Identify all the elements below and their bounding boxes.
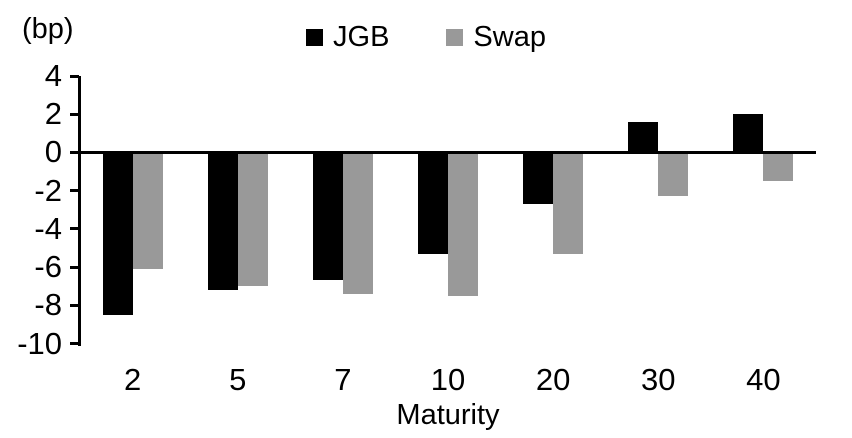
- legend-item-swap: Swap: [446, 21, 546, 53]
- x-category-label: 5: [229, 362, 247, 397]
- y-tick: [70, 150, 79, 154]
- y-tick: [70, 74, 79, 78]
- x-category-label: 20: [535, 362, 571, 397]
- x-category-label: 10: [430, 362, 466, 397]
- bar-jgb-7: [312, 152, 343, 281]
- bar-swap-20: [553, 152, 584, 254]
- y-tick-label: 0: [44, 134, 62, 170]
- bar-jgb-10: [418, 152, 448, 254]
- legend-label: Swap: [473, 21, 546, 53]
- y-tick: [70, 112, 79, 116]
- y-tick: [70, 189, 79, 193]
- bar-swap-7: [342, 152, 373, 294]
- x-category-label: 30: [641, 362, 676, 397]
- y-tick-label: -2: [34, 172, 62, 208]
- y-tick: [70, 265, 79, 269]
- y-tick-label: 4: [44, 58, 62, 93]
- y-tick: [70, 227, 79, 231]
- bar-jgb-20: [523, 152, 554, 204]
- bar-swap-2: [132, 152, 163, 269]
- y-tick: [70, 303, 79, 307]
- x-axis-zero-line: [78, 150, 816, 154]
- y-axis-unit-label: (bp): [22, 13, 74, 45]
- bar-swap-30: [658, 152, 689, 197]
- x-category-label: 40: [746, 362, 781, 397]
- bar-jgb-2: [102, 152, 133, 315]
- bar-swap-40: [763, 152, 794, 182]
- y-tick-label: -6: [34, 249, 62, 285]
- legend-swatch-icon: [446, 28, 464, 46]
- y-tick-label: 2: [44, 96, 62, 132]
- y-tick: [70, 342, 79, 345]
- x-category-label: 2: [123, 362, 142, 397]
- bar-jgb-30: [628, 121, 659, 153]
- bar-swap-5: [237, 152, 268, 287]
- legend-label: JGB: [333, 21, 390, 53]
- y-axis-line: [78, 76, 81, 346]
- y-tick-label: -8: [34, 287, 62, 323]
- bar-jgb-5: [207, 152, 238, 290]
- y-tick-label: -4: [34, 210, 62, 246]
- legend-swatch-icon: [306, 28, 324, 46]
- legend: JGB Swap: [0, 21, 852, 53]
- bar-jgb-40: [733, 114, 764, 153]
- x-axis-title: Maturity: [396, 399, 500, 431]
- bar-swap-10: [448, 152, 478, 296]
- legend-item-jgb: JGB: [306, 21, 389, 53]
- y-tick-label: -10: [17, 325, 62, 361]
- x-category-label: 7: [334, 362, 352, 397]
